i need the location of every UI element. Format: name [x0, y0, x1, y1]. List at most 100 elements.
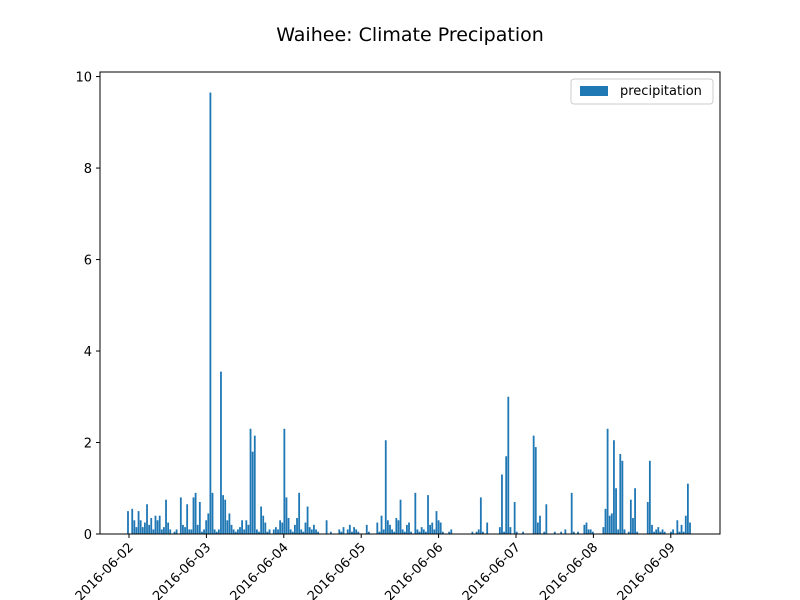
- precipitation-bar: [435, 511, 438, 534]
- precipitation-bar: [209, 92, 212, 534]
- precipitation-bar: [357, 531, 360, 534]
- precipitation-bar: [606, 428, 609, 534]
- precipitation-bar: [245, 520, 248, 534]
- bar-series-precipitation: [127, 92, 691, 534]
- precipitation-bar: [139, 520, 142, 534]
- precipitation-bar: [239, 527, 241, 534]
- x-tick-label: 2016-06-09: [615, 540, 679, 600]
- precipitation-bar: [659, 531, 662, 534]
- precipitation-bar: [355, 529, 358, 534]
- precipitation-bar: [602, 527, 605, 534]
- precipitation-bar: [431, 522, 434, 534]
- precipitation-bar: [408, 522, 410, 534]
- precipitation-bar: [160, 529, 163, 534]
- precipitation-bar: [281, 522, 284, 534]
- precipitation-bar: [266, 531, 269, 534]
- precipitation-bar: [302, 531, 305, 534]
- precipitation-bar: [587, 529, 590, 534]
- precipitation-bar: [403, 531, 406, 534]
- precipitation-bar: [148, 524, 151, 534]
- precipitation-bar: [272, 529, 275, 534]
- precipitation-bar: [277, 529, 279, 534]
- precipitation-bar: [680, 524, 683, 534]
- precipitation-bar: [427, 495, 429, 534]
- precipitation-bar: [422, 529, 425, 534]
- x-tick-label: 2016-06-02: [73, 540, 137, 600]
- precipitation-bar: [634, 488, 636, 534]
- precipitation-bar: [294, 524, 296, 534]
- precipitation-bar: [503, 531, 505, 534]
- y-tick-label: 6: [84, 254, 92, 269]
- precipitation-bar: [429, 524, 432, 534]
- precipitation-bar: [150, 517, 153, 534]
- precipitation-bar: [636, 531, 639, 534]
- precipitation-bar: [304, 522, 307, 534]
- precipitation-bar: [536, 522, 539, 534]
- precipitation-bar: [287, 517, 290, 534]
- precipitation-bar: [127, 511, 129, 534]
- precipitation-bar: [137, 511, 140, 534]
- precipitation-bar: [646, 501, 649, 534]
- precipitation-bar: [676, 520, 679, 534]
- precipitation-bar: [220, 371, 222, 534]
- precipitation-bar: [395, 517, 398, 534]
- precipitation-bar: [448, 531, 451, 534]
- precipitation-bar: [629, 499, 632, 534]
- precipitation-bar: [173, 531, 176, 534]
- precipitation-bar: [414, 492, 417, 534]
- precipitation-bar: [367, 531, 370, 534]
- precipitation-bar: [291, 531, 294, 534]
- legend: precipitation: [570, 78, 714, 105]
- precipitation-bar: [182, 524, 184, 534]
- precipitation-bar: [325, 520, 328, 534]
- precipitation-bar: [672, 529, 674, 534]
- precipitation-bar: [475, 531, 478, 534]
- precipitation-bar: [632, 517, 634, 534]
- precipitation-bar: [194, 492, 197, 534]
- precipitation-bar: [201, 531, 203, 534]
- precipitation-bar: [298, 492, 301, 534]
- precipitation-bar: [141, 527, 144, 534]
- precipitation-bar: [300, 529, 303, 534]
- precipitation-bar: [621, 460, 624, 534]
- chart-title: Waihee: Climate Precipation: [276, 24, 544, 46]
- precipitation-bar: [560, 531, 563, 534]
- y-tick-label: 4: [84, 345, 92, 360]
- precipitation-bar: [222, 495, 224, 534]
- precipitation-bar: [623, 529, 626, 534]
- precipitation-bar: [670, 531, 672, 534]
- precipitation-bar: [241, 520, 243, 534]
- precipitation-bar: [317, 531, 320, 534]
- precipitation-bar: [215, 531, 218, 534]
- precipitation-bar: [260, 506, 263, 534]
- precipitation-bar: [285, 497, 288, 534]
- x-tick-label: 2016-06-07: [460, 540, 524, 600]
- precipitation-bar: [570, 492, 573, 534]
- x-tick-label: 2016-06-03: [150, 540, 214, 600]
- precipitation-bar: [583, 524, 586, 534]
- precipitation-bar: [501, 474, 503, 534]
- precipitation-bar: [308, 527, 311, 534]
- precipitation-bar: [380, 515, 383, 534]
- precipitation-bar: [613, 440, 615, 534]
- precipitation-bar: [146, 504, 148, 534]
- precipitation-bar: [441, 531, 444, 534]
- precipitation-bar: [515, 531, 518, 534]
- precipitation-bar: [211, 492, 214, 534]
- precipitation-bar: [213, 529, 216, 534]
- precipitation-bar: [433, 529, 436, 534]
- precipitation-bar: [553, 531, 556, 534]
- precipitation-bar: [450, 529, 453, 534]
- precipitation-bar: [226, 520, 229, 534]
- precipitation-bar: [657, 527, 660, 534]
- precipitation-bar: [203, 529, 205, 534]
- x-tick-label: 2016-06-06: [382, 540, 446, 600]
- precipitation-bar: [604, 508, 607, 534]
- precipitation-bar: [608, 515, 611, 534]
- precipitation-bar: [589, 529, 592, 534]
- precipitation-bar: [539, 515, 541, 534]
- precipitation-bar: [135, 527, 138, 534]
- precipitation-bar: [389, 524, 391, 534]
- precipitation-bar: [532, 435, 535, 534]
- precipitation-bar: [353, 527, 355, 534]
